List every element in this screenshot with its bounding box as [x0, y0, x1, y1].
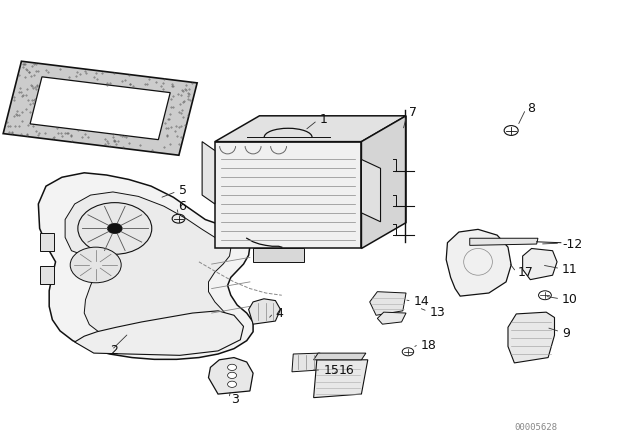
Text: 17: 17: [518, 267, 533, 280]
Polygon shape: [215, 116, 406, 142]
Polygon shape: [362, 159, 381, 222]
Polygon shape: [370, 292, 406, 315]
Circle shape: [228, 364, 237, 370]
Polygon shape: [362, 116, 406, 249]
Text: 8: 8: [527, 102, 535, 115]
Text: 6: 6: [179, 200, 186, 213]
Circle shape: [108, 223, 122, 233]
Polygon shape: [508, 312, 554, 363]
Polygon shape: [40, 233, 54, 251]
Text: 9: 9: [562, 327, 570, 340]
Polygon shape: [38, 173, 253, 359]
Polygon shape: [446, 229, 511, 296]
Text: 13: 13: [429, 306, 445, 319]
Polygon shape: [314, 353, 366, 360]
Text: 14: 14: [413, 295, 429, 308]
Polygon shape: [30, 77, 170, 140]
Polygon shape: [378, 312, 406, 324]
Polygon shape: [523, 249, 557, 280]
Circle shape: [228, 381, 237, 388]
Text: 4: 4: [275, 307, 284, 320]
Text: 2: 2: [109, 345, 118, 358]
Polygon shape: [202, 142, 215, 204]
Text: 18: 18: [420, 339, 436, 352]
Polygon shape: [75, 311, 244, 355]
Polygon shape: [40, 266, 54, 284]
Circle shape: [70, 247, 121, 283]
Text: 1: 1: [320, 113, 328, 126]
Circle shape: [78, 202, 152, 254]
Polygon shape: [314, 360, 368, 398]
Text: 16: 16: [339, 364, 355, 377]
Polygon shape: [209, 358, 253, 394]
Text: -12: -12: [562, 237, 582, 250]
Circle shape: [228, 372, 237, 379]
Polygon shape: [470, 238, 538, 246]
Text: 3: 3: [231, 393, 239, 406]
Text: 10: 10: [562, 293, 578, 306]
Text: 15: 15: [323, 364, 339, 377]
Polygon shape: [292, 353, 320, 372]
Text: 00005628: 00005628: [515, 423, 557, 432]
Polygon shape: [253, 249, 304, 262]
Text: 7: 7: [409, 106, 417, 119]
Polygon shape: [3, 61, 197, 155]
Polygon shape: [65, 192, 233, 348]
Polygon shape: [215, 142, 362, 249]
Text: 11: 11: [562, 263, 578, 276]
Polygon shape: [248, 299, 280, 324]
Text: 5: 5: [179, 184, 186, 197]
